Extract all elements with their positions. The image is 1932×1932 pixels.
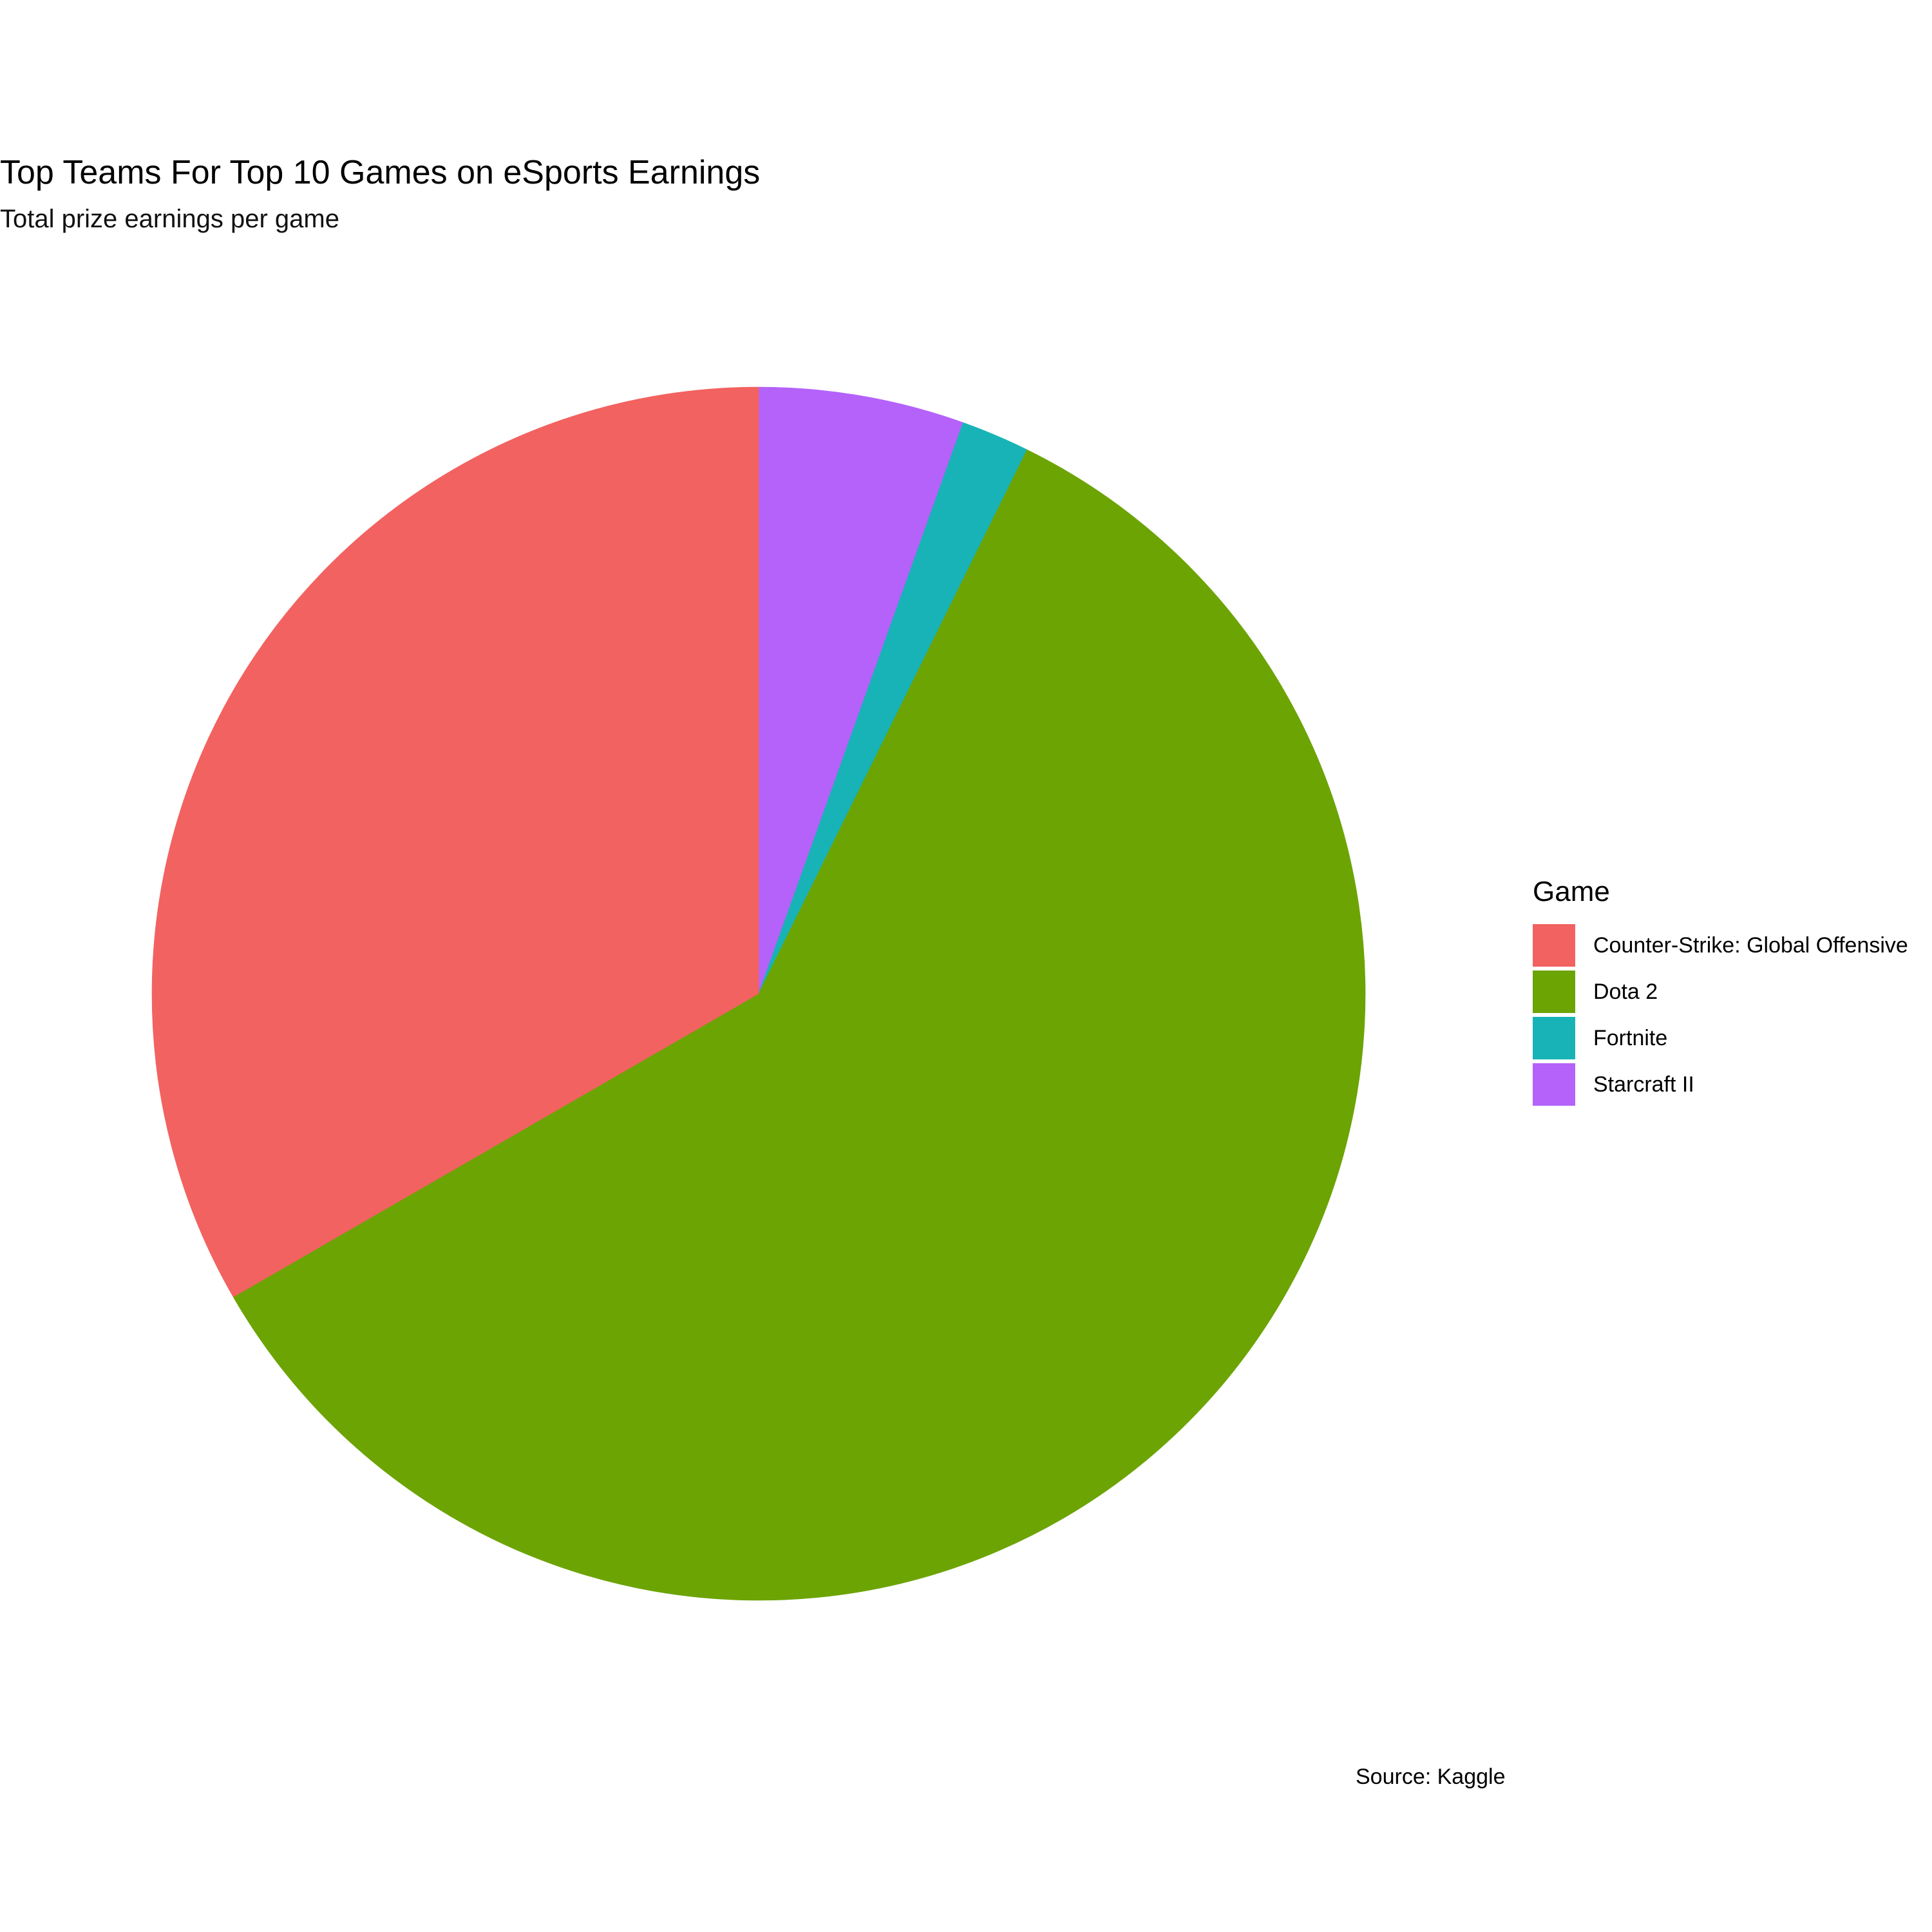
legend-item-starcraft: Starcraft II	[1533, 1061, 1908, 1108]
legend-key-starcraft	[1533, 1063, 1575, 1106]
pie-slices	[151, 386, 1366, 1601]
legend: Game Counter-Strike: Global Offensive Do…	[1533, 876, 1908, 1108]
pie-slice-14	[151, 838, 759, 994]
legend-label-dota2: Dota 2	[1593, 979, 1658, 1004]
legend-item-dota2: Dota 2	[1533, 969, 1908, 1015]
legend-key-fortnite	[1533, 1017, 1575, 1059]
legend-label-fortnite: Fortnite	[1593, 1025, 1668, 1050]
pie-slice-7	[758, 993, 1159, 1598]
chart-caption: Source: Kaggle	[1356, 1765, 1506, 1789]
legend-label-csgo: Counter-Strike: Global Offensive	[1593, 933, 1908, 958]
pie-slice-15	[172, 708, 759, 994]
legend-key-dota2	[1533, 971, 1575, 1013]
legend-item-csgo: Counter-Strike: Global Offensive	[1533, 922, 1908, 969]
pie-slice-9	[408, 993, 759, 1576]
pie-slice-5	[758, 449, 1366, 1094]
pie-slice-10	[274, 993, 759, 1490]
legend-label-starcraft: Starcraft II	[1593, 1072, 1694, 1097]
pie-slice-13	[151, 981, 759, 1150]
legend-key-csgo	[1533, 924, 1575, 967]
legend-title: Game	[1533, 876, 1610, 907]
pie-slice-16	[222, 598, 759, 994]
pie-slice-6	[758, 993, 1358, 1451]
chart-subtitle: Total prize earnings per game	[0, 205, 339, 233]
pie-slice-8	[587, 993, 815, 1601]
chart-title: Top Teams For Top 10 Games on eSports Ea…	[0, 154, 761, 191]
legend-item-fortnite: Fortnite	[1533, 1015, 1908, 1061]
pie-slice-12	[172, 993, 759, 1298]
pie-slice-22	[719, 386, 759, 994]
